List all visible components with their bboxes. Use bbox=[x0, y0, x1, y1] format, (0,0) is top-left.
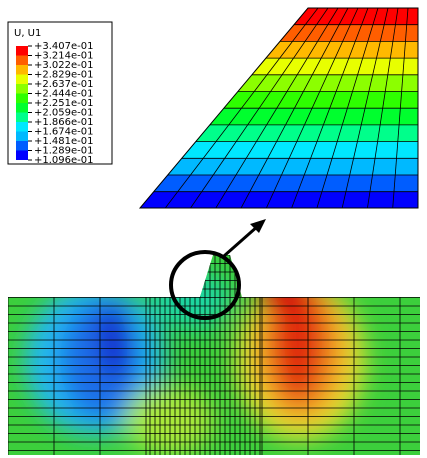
legend-swatch bbox=[16, 65, 28, 75]
inset-outline bbox=[138, 7, 419, 209]
legend-label: +2.251e-01 bbox=[34, 98, 94, 109]
inset-band bbox=[140, 141, 418, 159]
inset-band bbox=[140, 41, 418, 59]
legend-label: +1.096e-01 bbox=[34, 155, 94, 166]
legend-swatch bbox=[16, 112, 28, 122]
inset-mesh bbox=[190, 8, 329, 208]
legend-label: +2.829e-01 bbox=[34, 70, 94, 81]
inset-band bbox=[140, 174, 418, 192]
contours bbox=[25, 265, 365, 455]
inset-mesh bbox=[367, 8, 399, 208]
inset-band bbox=[140, 124, 418, 142]
legend-label: +1.289e-01 bbox=[34, 146, 94, 157]
legend-swatch bbox=[16, 84, 28, 94]
legend-label: +1.674e-01 bbox=[34, 127, 94, 138]
legend-swatch bbox=[16, 141, 28, 151]
legend-swatch bbox=[16, 46, 28, 56]
inset-mesh bbox=[291, 8, 369, 208]
inset-mesh bbox=[392, 8, 409, 208]
legend-swatch bbox=[16, 150, 28, 160]
inset-band bbox=[140, 191, 418, 208]
legend-swatch bbox=[16, 55, 28, 65]
legend: U, U1 +3.407e-01+3.214e-01+3.022e-01+2.8… bbox=[7, 21, 113, 166]
inset-band bbox=[140, 158, 418, 176]
legend-label: +2.059e-01 bbox=[34, 108, 94, 119]
zoom-circle bbox=[169, 250, 241, 320]
inset-mesh bbox=[316, 8, 379, 208]
inset-band bbox=[140, 8, 418, 26]
arrow-head bbox=[250, 219, 266, 233]
legend-swatch bbox=[16, 131, 28, 141]
legend-swatch bbox=[16, 122, 28, 132]
legend-label: +3.022e-01 bbox=[34, 60, 94, 71]
model-body bbox=[8, 255, 420, 455]
legend-label: +1.866e-01 bbox=[34, 117, 94, 128]
inset-band bbox=[140, 58, 418, 76]
inset-mesh bbox=[266, 8, 359, 208]
inset-mesh bbox=[341, 8, 389, 208]
zoom-inset bbox=[140, 8, 418, 208]
legend-title: U, U1 bbox=[14, 28, 41, 39]
legend-swatch bbox=[16, 93, 28, 103]
inset-mesh bbox=[164, 8, 319, 208]
legend-label: +2.637e-01 bbox=[34, 79, 94, 90]
inset-band bbox=[140, 74, 418, 92]
legend-swatch bbox=[16, 74, 28, 84]
arrow-shaft bbox=[223, 224, 259, 258]
inset-mesh bbox=[240, 8, 349, 208]
inset-mesh bbox=[215, 8, 339, 208]
legend-label: +3.214e-01 bbox=[34, 51, 94, 62]
legend-swatch bbox=[16, 103, 28, 113]
legend-label: +3.407e-01 bbox=[34, 41, 94, 52]
legend-label: +2.444e-01 bbox=[34, 89, 94, 100]
legend-label: +1.481e-01 bbox=[34, 136, 94, 147]
